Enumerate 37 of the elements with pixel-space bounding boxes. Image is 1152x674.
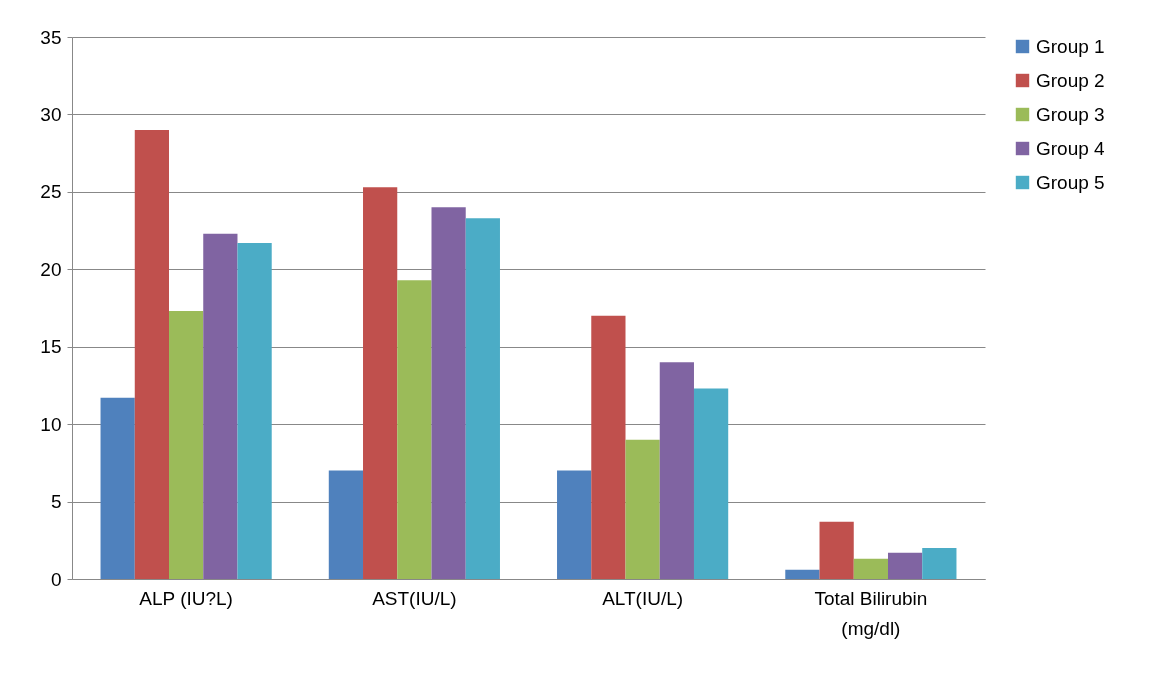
x-tick-label: ALT(IU/L) bbox=[602, 587, 684, 609]
bar bbox=[397, 280, 432, 579]
bar bbox=[853, 558, 888, 579]
y-tick-label: 35 bbox=[40, 26, 62, 48]
x-tick-label: ALP (IU?L) bbox=[139, 587, 233, 609]
bar bbox=[100, 397, 135, 579]
bar bbox=[134, 129, 170, 579]
legend-label: Group 4 bbox=[1036, 137, 1106, 159]
y-tick-label: 30 bbox=[40, 103, 62, 125]
bar bbox=[785, 569, 820, 579]
y-tick-label: 10 bbox=[40, 413, 62, 435]
bar bbox=[625, 439, 660, 579]
bar bbox=[591, 315, 626, 579]
bar bbox=[819, 521, 854, 579]
bar bbox=[363, 187, 398, 579]
bar bbox=[169, 311, 204, 579]
y-tick-label: 0 bbox=[50, 568, 62, 590]
x-tick-label: Total Bilirubin (mg/dl) bbox=[814, 587, 928, 639]
bar bbox=[237, 242, 272, 579]
bar bbox=[328, 470, 364, 579]
bar bbox=[922, 548, 957, 579]
legend-label: Group 5 bbox=[1036, 171, 1105, 193]
bar bbox=[659, 362, 694, 579]
y-tick-label: 5 bbox=[50, 491, 62, 513]
y-tick-label: 15 bbox=[40, 336, 62, 358]
y-tick-label: 20 bbox=[40, 258, 62, 280]
bar bbox=[203, 233, 238, 579]
bar bbox=[465, 218, 500, 579]
legend-label: Group 3 bbox=[1036, 103, 1105, 125]
bar bbox=[431, 207, 466, 579]
bar bbox=[557, 470, 592, 579]
legend-label: Group 1 bbox=[1036, 35, 1105, 57]
x-tick-label: AST(IU/L) bbox=[372, 587, 457, 609]
bar bbox=[887, 552, 923, 579]
y-tick-label: 25 bbox=[40, 181, 62, 203]
bar bbox=[693, 388, 729, 579]
legend-label: Group 2 bbox=[1036, 69, 1105, 91]
